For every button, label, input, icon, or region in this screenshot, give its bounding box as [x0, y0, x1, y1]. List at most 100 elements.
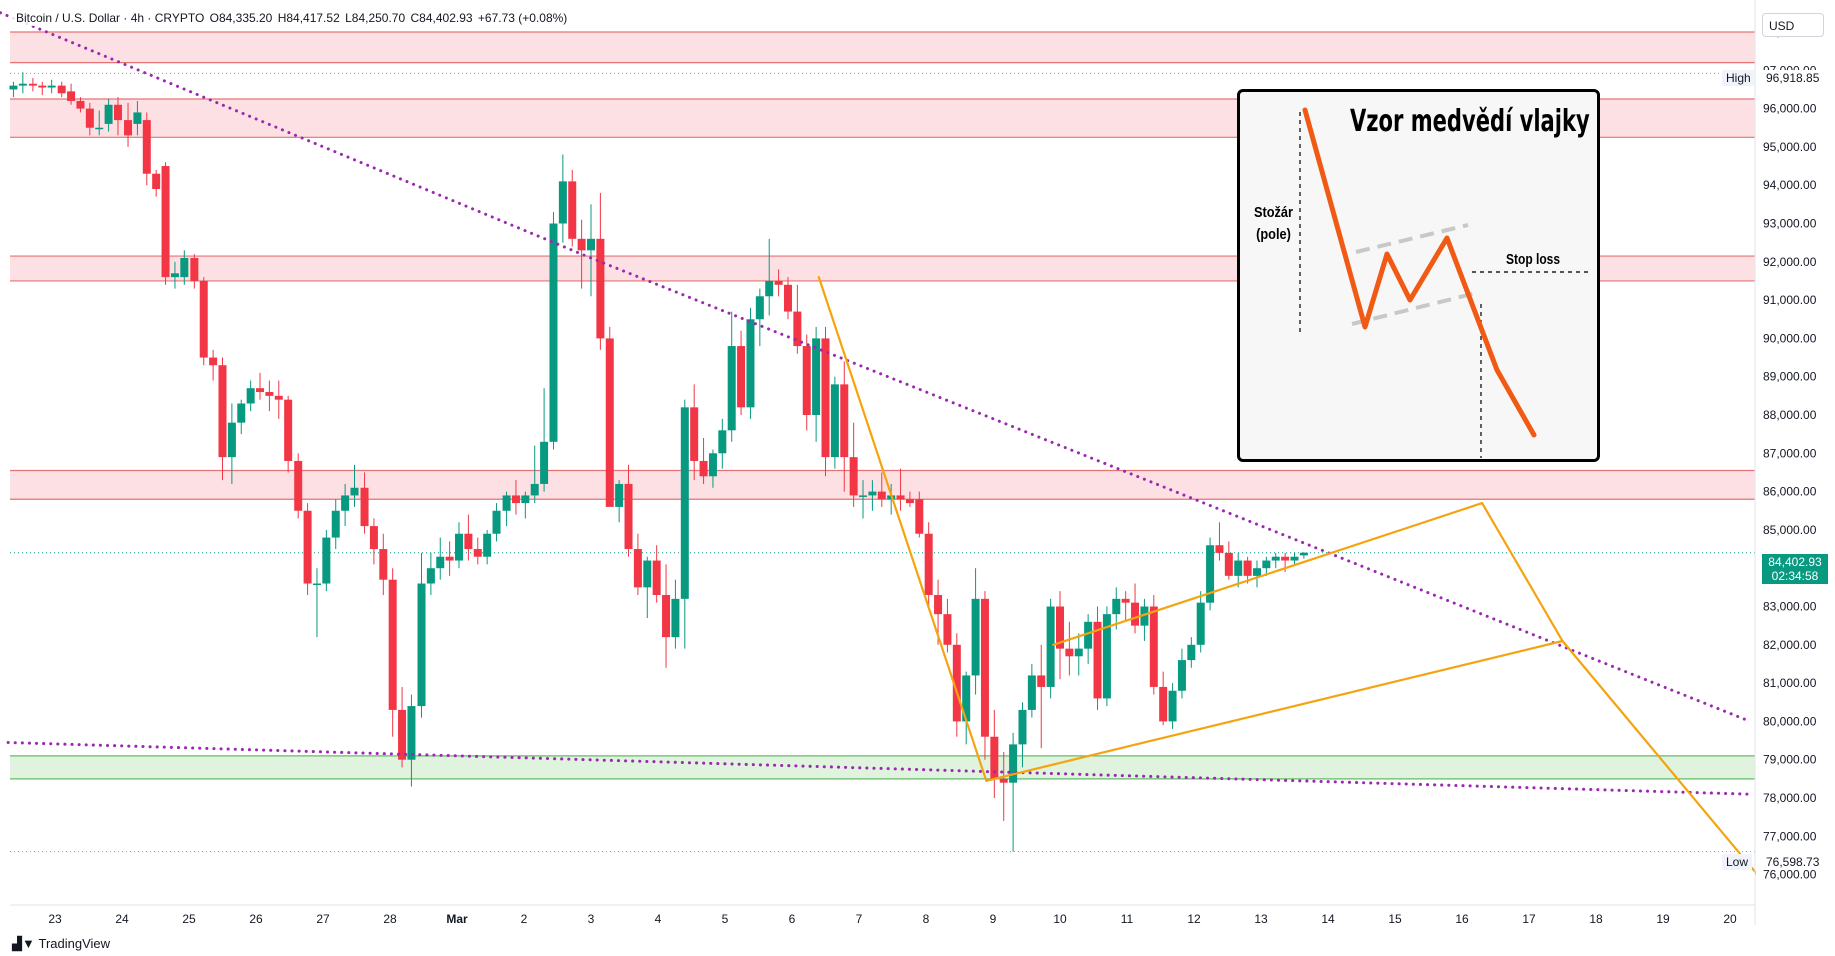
candle-body: [549, 223, 558, 442]
x-tick-label: 5: [722, 912, 729, 926]
y-tick-label: 95,000.00: [1763, 140, 1817, 154]
candle-body: [1102, 614, 1111, 699]
low-tag: Low: [1722, 854, 1753, 870]
candle-body: [85, 108, 94, 128]
resistance-zone: [10, 32, 1755, 63]
candle-body: [521, 495, 530, 504]
inset-title: Vzor medvědí vlajky: [1350, 104, 1590, 139]
candle-body: [783, 284, 792, 312]
candle-body: [312, 583, 321, 586]
candle-body: [18, 83, 27, 86]
candle-body: [980, 598, 989, 737]
candle-body: [840, 384, 849, 458]
y-tick-label: 81,000.00: [1763, 676, 1817, 690]
x-tick-label: Mar: [446, 912, 468, 926]
y-tick-label: 93,000.00: [1763, 217, 1817, 231]
candle-body: [284, 399, 293, 461]
candle-body: [577, 238, 586, 251]
candle-body: [303, 510, 312, 584]
candle-body: [1009, 744, 1018, 783]
candle-body: [445, 556, 454, 561]
x-tick-label: 25: [182, 912, 196, 926]
candle-body: [511, 495, 520, 504]
candle-body: [1290, 556, 1299, 561]
y-tick-label: 86,000.00: [1763, 485, 1817, 499]
candle-body: [473, 549, 482, 557]
candle-body: [812, 338, 821, 415]
candle-body: [436, 556, 445, 569]
candle-body: [971, 598, 980, 676]
candle-body: [142, 120, 151, 174]
candle-body: [152, 173, 161, 190]
candle-body: [1140, 606, 1149, 626]
candle-body: [113, 104, 122, 121]
support-zone: [10, 755, 1755, 779]
flag-channel-upper-line: [1052, 502, 1484, 646]
candle-body: [1252, 568, 1261, 576]
y-tick-label: 80,000.00: [1763, 714, 1817, 728]
x-tick-label: 27: [316, 912, 330, 926]
x-tick-label: 2: [521, 912, 528, 926]
trendline-dotted-line: [6, 741, 1752, 796]
y-tick-label: 90,000.00: [1763, 331, 1817, 345]
x-tick-label: 11: [1121, 912, 1134, 926]
bear-flag-path: [1302, 107, 1537, 438]
stop-loss-label: Stop loss: [1506, 251, 1561, 268]
candle-body: [28, 83, 37, 86]
candle-body: [265, 392, 274, 396]
candle-body: [943, 614, 952, 645]
candle-body: [849, 457, 858, 496]
candle-body: [662, 595, 671, 638]
candle-body: [1168, 690, 1177, 722]
candle-body: [540, 441, 549, 484]
candle-body: [615, 483, 624, 507]
bar-countdown: 02:34:58: [1771, 569, 1819, 583]
low-value: L84,250.70: [345, 11, 406, 25]
x-tick-label: 16: [1455, 912, 1469, 926]
ohlc-legend: Bitcoin / U.S. Dollar · 4h · CRYPTO O84,…: [12, 10, 572, 26]
candle-body: [690, 407, 699, 461]
x-tick-label: 15: [1388, 912, 1402, 926]
tradingview-logo[interactable]: ▟▼ TradingView: [12, 936, 110, 952]
candle-body: [699, 460, 708, 477]
x-tick-label: 28: [383, 912, 397, 926]
candle-body: [774, 280, 783, 285]
candle-body: [369, 526, 378, 550]
symbol-label[interactable]: Bitcoin / U.S. Dollar · 4h · CRYPTO: [16, 11, 205, 25]
flag-channel-lower-line: [985, 639, 1564, 782]
candle-body: [924, 533, 933, 596]
candle-body: [237, 403, 246, 423]
candle-body: [802, 346, 811, 415]
high-value: H84,417.52: [277, 11, 340, 25]
candle-body: [1234, 560, 1243, 576]
candle-body: [67, 91, 76, 101]
flagpole-line: [817, 276, 988, 782]
candle-body: [1037, 675, 1046, 687]
candle-body: [341, 495, 350, 511]
candle-body: [1243, 560, 1252, 576]
flag-upper-guide: [1355, 223, 1469, 254]
candle-body: [9, 85, 18, 90]
pole-label: Stožár (pole): [1254, 202, 1293, 246]
candle-body: [161, 166, 170, 278]
candle-body: [180, 257, 189, 278]
candle-body: [727, 346, 736, 431]
candle-body: [209, 357, 218, 366]
candle-body: [388, 579, 397, 710]
price-axis-area: [1756, 0, 1835, 956]
candle-body: [915, 499, 924, 534]
candle-body: [587, 238, 595, 251]
candle-body: [568, 181, 577, 239]
candle-body: [1093, 621, 1102, 699]
candle-body: [57, 85, 66, 94]
candle-body: [426, 568, 435, 584]
candle-body: [1131, 602, 1140, 626]
x-tick-label: 3: [588, 912, 595, 926]
x-tick-label: 6: [789, 912, 796, 926]
candle-body: [1271, 556, 1280, 561]
projection-line: [1561, 639, 1772, 892]
y-tick-label: 83,000.00: [1763, 600, 1817, 614]
candle-body: [755, 296, 764, 320]
currency-selector[interactable]: USD: [1762, 13, 1824, 37]
candle-body: [227, 422, 236, 458]
